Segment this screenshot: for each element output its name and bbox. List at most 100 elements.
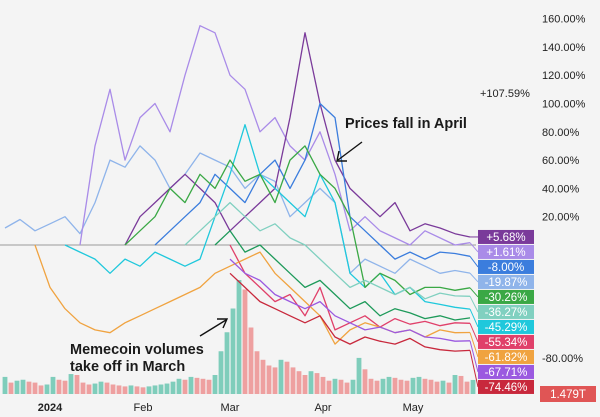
volume-bar	[182, 379, 188, 394]
volume-bar	[8, 382, 14, 394]
series-badge-label: -67.71%	[485, 367, 528, 379]
x-tick-label: Mar	[221, 402, 240, 414]
volume-bar	[278, 359, 284, 394]
volume-bar	[422, 378, 428, 394]
badge-leader-line	[469, 308, 479, 328]
volume-bar	[332, 378, 338, 394]
volume-bar	[122, 386, 128, 394]
series-badge-label: -30.26%	[485, 292, 528, 304]
volume-bar	[356, 357, 362, 394]
volume-bar	[152, 385, 158, 394]
series-line-5	[64, 124, 471, 310]
y-tick-label: 80.00%	[542, 127, 580, 139]
volume-bar	[446, 382, 452, 394]
volume-bar	[206, 379, 212, 394]
series-badges: +5.68% +1.61% -8.00% -19.87% -30.26% -36.27% -…	[469, 229, 596, 402]
volume-bar	[302, 375, 308, 394]
series-badge-label: +1.61%	[486, 247, 525, 259]
volume-bar	[362, 369, 368, 394]
volume-badge-label: 1.479T	[550, 389, 586, 401]
series-badge-label: -55.34%	[485, 337, 528, 349]
volume-bar	[308, 371, 314, 394]
volume-bar	[464, 381, 470, 394]
volume-bar	[146, 386, 152, 394]
series-line-7	[184, 201, 471, 300]
volume-bar	[260, 359, 266, 394]
volume-bar	[344, 382, 350, 394]
series-line-6	[124, 145, 471, 296]
series-badge-label: -8.00%	[488, 262, 524, 274]
series-badge	[478, 319, 534, 334]
volume-bar	[14, 380, 20, 394]
volume-bar	[338, 379, 344, 394]
volume-bar	[224, 332, 230, 394]
series-badge	[478, 349, 534, 364]
volume-bar	[296, 371, 302, 394]
volume-bar	[212, 375, 218, 394]
badge-leader-line	[469, 242, 479, 253]
series-badge-label: -74.46%	[485, 382, 528, 394]
x-tick-label: May	[403, 402, 424, 414]
volume-bar	[200, 378, 206, 394]
volume-bar	[62, 380, 68, 394]
volume-bar	[116, 385, 122, 394]
x-tick-label: Apr	[314, 402, 331, 414]
volume-bar	[68, 374, 74, 394]
series-line-11	[229, 258, 471, 342]
volume-bar	[98, 381, 104, 394]
volume-bar	[392, 377, 398, 394]
series-badge	[478, 244, 534, 259]
series-badge-label: -19.87%	[485, 277, 528, 289]
volume-bar	[80, 382, 86, 394]
price-lines	[4, 25, 471, 352]
volume-bar	[374, 380, 380, 394]
volume-bar	[92, 383, 98, 394]
arrow-icon	[336, 141, 363, 162]
volume-bar	[32, 382, 38, 394]
badge-leader-line	[469, 256, 479, 268]
volume-bar	[386, 376, 392, 394]
volume-bar	[26, 381, 32, 394]
volume-bar	[254, 351, 260, 394]
series-badge-label: -36.27%	[485, 307, 528, 319]
volume-bar	[440, 380, 446, 394]
y-tick-label: 40.00%	[542, 183, 580, 195]
series-badge	[478, 334, 534, 349]
volume-bar	[164, 383, 170, 394]
y-tick-label: 140.00%	[542, 42, 586, 54]
volume-bar	[416, 376, 422, 394]
volume-bar	[56, 379, 62, 394]
volume-bar	[380, 378, 386, 394]
y-tick-label: 100.00%	[542, 99, 586, 111]
volume-bar	[266, 365, 272, 394]
volume-bar	[110, 384, 116, 394]
badge-leader-line	[469, 350, 479, 388]
volume-bar	[248, 327, 254, 394]
series-line-12	[229, 272, 471, 352]
x-axis: 2024 Feb Mar Apr May	[38, 402, 424, 414]
volume-bar	[188, 376, 194, 394]
series-badge-label: -45.29%	[485, 322, 528, 334]
series-badge-label: +5.68%	[486, 232, 525, 244]
annotation-memecoin-volumes-line1: Memecoin volumes	[70, 342, 204, 358]
series-badge-label: -61.82%	[485, 352, 528, 364]
volume-bar	[284, 361, 290, 394]
badge-leader-line	[469, 323, 479, 343]
series-line-4	[154, 102, 471, 260]
badge-leader-line	[469, 287, 479, 298]
volume-bar	[470, 379, 476, 394]
volume-bar	[320, 376, 326, 394]
volume-bar	[134, 386, 140, 394]
volume-bar	[176, 378, 182, 394]
volume-bar	[314, 373, 320, 394]
volume-bar	[158, 384, 164, 394]
volume-bar	[428, 379, 434, 394]
volume-bar	[20, 379, 26, 394]
volume-bar	[140, 387, 146, 394]
volume-bar	[128, 385, 134, 394]
volume-bar	[218, 351, 224, 394]
volume-bar	[104, 382, 110, 394]
volume-bar	[272, 367, 278, 394]
volume-bar	[50, 376, 56, 394]
series-badge	[478, 379, 534, 394]
